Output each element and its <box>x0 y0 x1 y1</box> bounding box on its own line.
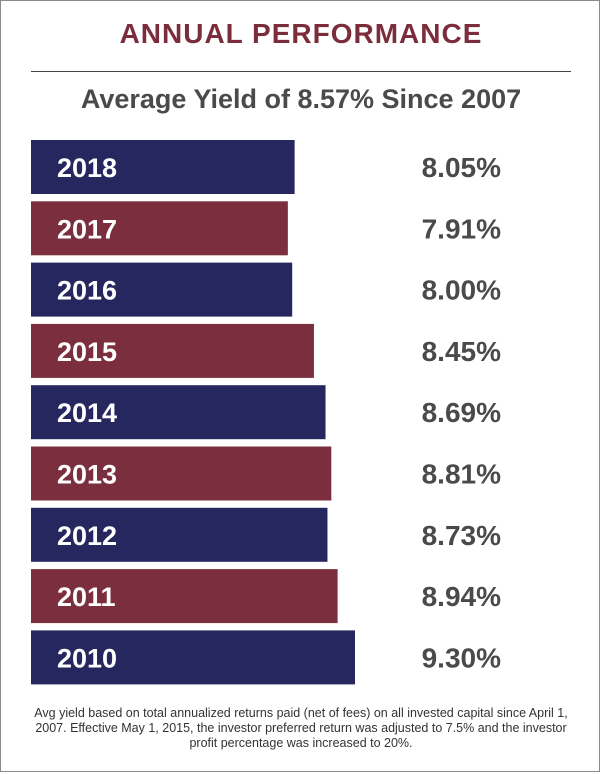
value-label-2012: 8.73% <box>422 520 501 551</box>
value-label-2015: 8.45% <box>422 336 501 367</box>
bar-label-2016: 2016 <box>57 276 117 306</box>
value-label-2016: 8.00% <box>422 275 501 306</box>
bar-2015 <box>31 323 314 378</box>
bar-label-2013: 2013 <box>57 460 117 490</box>
footnote: Avg yield based on total annualized retu… <box>34 706 568 750</box>
bar-label-2014: 2014 <box>57 398 117 428</box>
bar-2011 <box>31 569 338 624</box>
bar-label-2010: 2010 <box>57 643 117 673</box>
bar-2012 <box>31 507 328 562</box>
value-label-2018: 8.05% <box>422 152 501 183</box>
value-label-2014: 8.69% <box>422 397 501 428</box>
value-label-2010: 9.30% <box>422 642 501 673</box>
bar-label-2011: 2011 <box>57 582 116 612</box>
bar-2018 <box>31 140 295 194</box>
chart-subtitle: Average Yield of 8.57% Since 2007 <box>80 84 522 114</box>
bar-label-2015: 2015 <box>57 337 117 367</box>
value-label-2011: 8.94% <box>422 581 501 612</box>
value-label-2017: 7.91% <box>422 213 501 244</box>
chart-title: ANNUAL PERFORMANCE <box>119 18 483 49</box>
bar-label-2012: 2012 <box>57 521 117 551</box>
bar-2014 <box>31 385 326 440</box>
bar-label-2017: 2017 <box>57 214 117 244</box>
title-divider <box>31 71 571 72</box>
bar-2013 <box>31 446 332 501</box>
bar-2016 <box>31 262 293 317</box>
bar-label-2018: 2018 <box>57 153 117 183</box>
value-label-2013: 8.81% <box>422 459 501 490</box>
bar-2017 <box>31 201 288 256</box>
bar-2010 <box>31 630 355 685</box>
